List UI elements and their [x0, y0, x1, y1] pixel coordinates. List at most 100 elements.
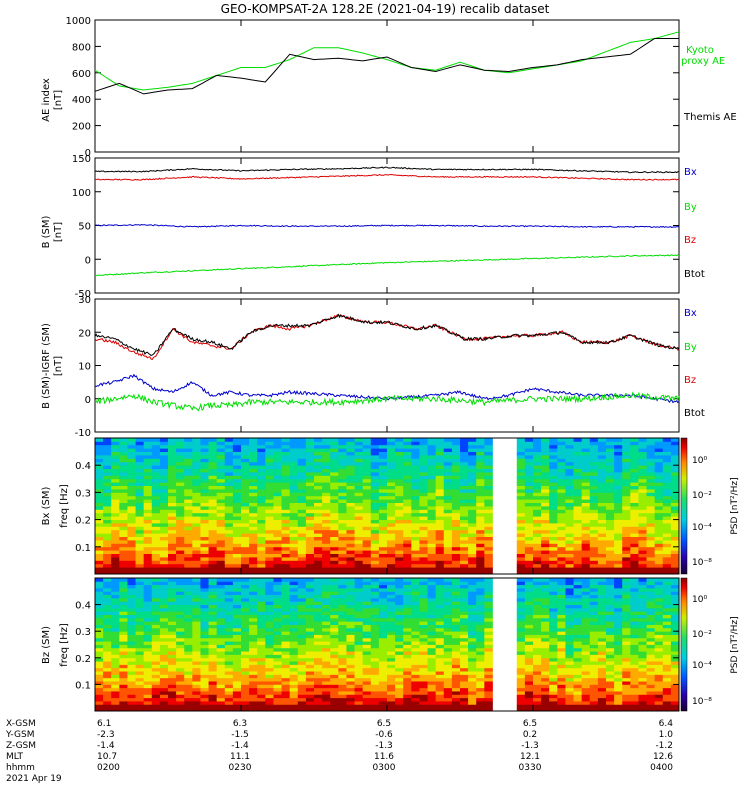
spectrogram-cell [362, 543, 372, 548]
spectrogram-cell [127, 563, 136, 568]
spectrogram-cell [216, 687, 226, 692]
spectrogram-cell [654, 499, 664, 503]
spectrogram-cell [95, 567, 104, 571]
spectrogram-cell [224, 594, 234, 599]
spectrogram-cell [354, 485, 364, 490]
spectrogram-cell [297, 611, 307, 615]
spectrogram-cell [224, 657, 234, 662]
spectrogram-cell [427, 495, 437, 500]
spectrogram-cell [654, 570, 664, 575]
spectrogram-cell [297, 677, 307, 682]
spectrogram-cell [103, 637, 112, 642]
spectrogram-cell [427, 536, 437, 541]
spectrogram-cell [143, 597, 153, 602]
spectrogram-cell [232, 687, 242, 692]
spectrogram-cell [378, 664, 388, 669]
spectrogram-cell [468, 472, 477, 476]
spectrogram-cell [362, 684, 372, 689]
spectrogram-cell [297, 451, 307, 456]
spectrogram-cell [297, 485, 307, 490]
spectrogram-cell [135, 563, 145, 568]
spectrogram-cell [573, 441, 583, 446]
spectrogram-cell [273, 465, 282, 469]
spectrogram-cell [557, 482, 566, 486]
spectrogram-cell [468, 591, 477, 596]
spectrogram-cell [95, 631, 104, 635]
spectrogram-cell [216, 674, 226, 679]
spectrogram-cell [127, 495, 136, 500]
spectrogram-cell [614, 502, 623, 507]
spectrogram-cell [297, 654, 307, 659]
spectrogram-cell [119, 536, 128, 541]
spectrogram-cell [297, 584, 307, 589]
spectrogram-cell [224, 543, 234, 548]
spectrogram-cell [184, 506, 193, 510]
spectrogram-cell [411, 482, 420, 486]
spectrogram-cell [257, 502, 266, 507]
spectrogram-cell [614, 512, 623, 517]
spectrogram-cell [435, 704, 445, 709]
spectrogram-cell [419, 584, 428, 589]
spectrogram-cell [159, 697, 169, 702]
spectrogram-cell [95, 587, 104, 592]
spectrogram-cell [370, 687, 380, 692]
spectrogram-cell [354, 607, 364, 612]
spectrogram-cell [387, 444, 396, 449]
spectrogram-cell [541, 560, 550, 565]
spectrogram-cell [670, 540, 680, 544]
spectrogram-cell [216, 529, 226, 534]
spectrogram-cell [297, 621, 307, 625]
spectrogram-cell [127, 607, 136, 612]
spectrogram-cell [289, 641, 299, 645]
spectrogram-cell [135, 516, 145, 520]
spectrogram-cell [273, 475, 282, 480]
spectrogram-cell [95, 455, 104, 459]
spectrogram-cell [549, 472, 558, 476]
spectrogram-cell [638, 492, 647, 497]
spectrogram-cell [184, 701, 193, 705]
spectrogram-cell [476, 684, 485, 689]
spectrogram-cell [265, 533, 274, 537]
spectrogram-cell [208, 687, 218, 692]
spectrogram-cell [460, 557, 469, 561]
spectrogram-cell [249, 543, 258, 548]
spectrogram-cell [524, 465, 534, 469]
spectrogram-cell [273, 502, 282, 507]
spectrogram-cell [630, 472, 639, 476]
spectrogram-cell [135, 475, 145, 480]
spectrogram-cell [281, 664, 291, 669]
spectrogram-cell [443, 540, 453, 544]
spectrogram-cell [468, 597, 477, 602]
spectrogram-cell [354, 529, 364, 534]
ae-ylabel: AE index [41, 78, 52, 122]
spectrogram-cell [111, 506, 120, 510]
spectrogram-cell [111, 502, 120, 507]
spectrogram-cell [484, 607, 493, 612]
spectrogram-cell [322, 536, 331, 541]
spectrogram-cell [468, 704, 477, 709]
spectrogram-cell [297, 512, 307, 517]
spectrogram-cell [606, 567, 615, 571]
spectrogram-cell [330, 637, 339, 642]
y-tick-label: 0.1 [75, 543, 91, 554]
spectrogram-cell [184, 533, 193, 537]
spectrogram-cell [135, 578, 145, 582]
spectrogram-cell [370, 516, 380, 520]
spectrogram-cell [281, 681, 291, 685]
spectrogram-cell [135, 634, 145, 639]
spectrogram-cell [516, 617, 526, 622]
spectrogram-cell [127, 601, 136, 605]
spectrogram-cell [338, 637, 347, 642]
spectrogram-cell [192, 533, 201, 537]
spectrogram-cell [176, 458, 185, 463]
spectrogram-cell [200, 664, 209, 669]
spectrogram-cell [127, 540, 136, 544]
spectrogram-cell [573, 455, 583, 459]
spectrogram-cell [573, 478, 583, 483]
spectrogram-cell [273, 546, 282, 551]
spectrogram-cell [192, 624, 201, 629]
spectrogram-cell [265, 512, 274, 517]
spectrogram-cell [419, 441, 428, 446]
spectrogram-cell [622, 485, 631, 490]
spectrogram-cell [143, 438, 153, 442]
